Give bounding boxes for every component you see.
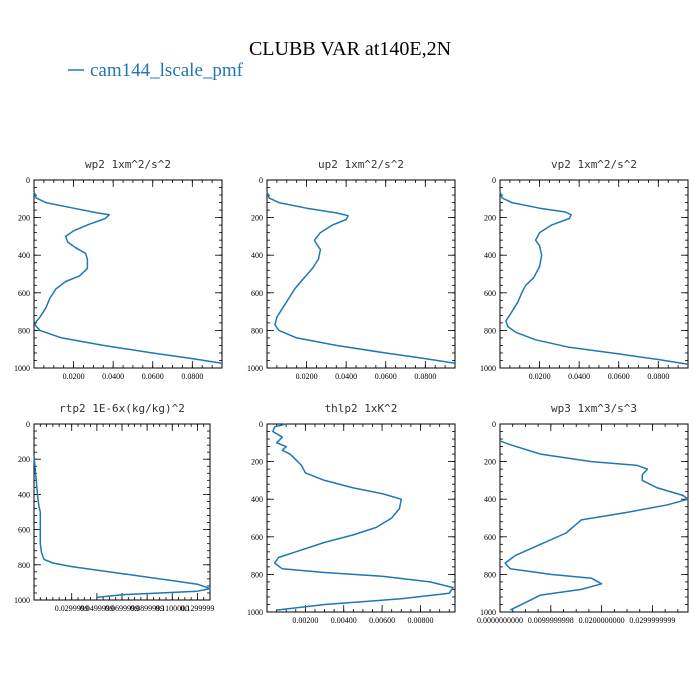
y-tick-label: 800 (251, 570, 263, 579)
x-tick-label: 0.0200 (296, 372, 318, 381)
x-tick-label: 0.1299999 (180, 604, 214, 613)
x-tick-label: 0.0099999998 (528, 616, 574, 625)
subplot-4: rtp2 1E-6x(kg/kg)^2 0 200 400 600 800 1000 0.02… (14, 402, 214, 613)
subplot-2: up2 1xm^2/s^2 0 200 400 600 800 1000 0.0200 0.04… (247, 158, 456, 381)
x-tick-label: 0.0600 (375, 372, 397, 381)
y-tick-label: 0 (259, 176, 263, 185)
x-tick-label: 0.0400 (102, 372, 124, 381)
y-tick-label: 400 (484, 251, 496, 260)
y-tick-label: 600 (18, 289, 30, 298)
subplot-6: wp3 1xm^3/s^3 0 200 400 600 800 10000.00000000… (477, 402, 689, 625)
y-tick-label: 1000 (480, 608, 496, 617)
y-tick-label: 600 (251, 533, 263, 542)
y-tick-label: 400 (484, 495, 496, 504)
x-tick-label: 0.0000000000 (477, 616, 523, 625)
y-tick-label: 800 (484, 326, 496, 335)
x-tick-label: 0.00800 (407, 616, 433, 625)
series-line-cam144_lscale_pmf (266, 191, 456, 365)
y-tick-label: 0 (26, 176, 30, 185)
series-line-cam144_lscale_pmf (272, 423, 454, 611)
y-tick-label: 200 (251, 458, 263, 467)
x-tick-label: 0.0699999 (105, 604, 139, 613)
y-tick-label: 400 (18, 251, 30, 260)
subplot-1: wp2 1xm^2/s^2 0 200 400 600 800 1000 0.0200 0.04… (14, 158, 223, 381)
axes-frame (266, 423, 456, 613)
figure-title: CLUBB VAR at140E,2N (249, 38, 451, 60)
series-line-cam144_lscale_pmf (33, 191, 223, 365)
x-tick-label: 0.0600 (142, 372, 164, 381)
series-line-cam144_lscale_pmf (499, 191, 689, 365)
y-tick-label: 1000 (14, 596, 30, 605)
y-tick-label: 400 (251, 251, 263, 260)
x-tick-label: 0.0800 (181, 372, 203, 381)
y-tick-label: 200 (18, 214, 30, 223)
y-tick-label: 200 (484, 458, 496, 467)
series-line-cam144_lscale_pmf (499, 440, 689, 611)
subplot-5: thlp2 1xK^2 0 200 400 600 800 1000 0.00200 0.004… (247, 402, 456, 625)
subplot-title: up2 1xm^2/s^2 (318, 158, 404, 171)
y-tick-label: 200 (484, 214, 496, 223)
x-tick-label: 0.0400 (335, 372, 357, 381)
x-tick-label: 0.0299999999 (629, 616, 675, 625)
y-tick-label: 800 (18, 326, 30, 335)
subplot-title: wp2 1xm^2/s^2 (85, 158, 171, 171)
y-tick-label: 0 (492, 176, 496, 185)
axes-frame (499, 179, 689, 369)
y-tick-label: 0 (26, 420, 30, 429)
x-tick-label: 0.0899999 (130, 604, 164, 613)
legend-label: cam144_lscale_pmf (90, 60, 244, 81)
x-tick-label: 0.0200 (63, 372, 85, 381)
axes-frame (499, 423, 689, 613)
y-tick-label: 0 (259, 420, 263, 429)
y-tick-label: 1000 (480, 364, 496, 373)
x-tick-label: 0.1100000 (155, 604, 189, 613)
x-tick-label: 0.0400 (568, 372, 590, 381)
y-tick-label: 600 (484, 533, 496, 542)
x-tick-label: 0.00400 (331, 616, 357, 625)
x-tick-label: 0.00200 (292, 616, 318, 625)
subplot-grid: wp2 1xm^2/s^2 0 200 400 600 800 1000 0.0200 0.04… (14, 158, 689, 625)
axes-frame (266, 179, 456, 369)
y-tick-label: 1000 (247, 364, 263, 373)
series-line-cam144_lscale_pmf (33, 455, 211, 599)
subplot-3: vp2 1xm^2/s^2 0 200 400 600 800 1000 0.0200 0.04… (480, 158, 689, 381)
y-tick-label: 800 (251, 326, 263, 335)
y-tick-label: 400 (251, 495, 263, 504)
legend: cam144_lscale_pmf (68, 60, 244, 81)
subplot-title: thlp2 1xK^2 (325, 402, 398, 415)
subplot-title: rtp2 1E-6x(kg/kg)^2 (59, 402, 185, 415)
axes-frame (33, 179, 223, 369)
x-tick-label: 0.00600 (369, 616, 395, 625)
y-tick-label: 200 (18, 455, 30, 464)
y-tick-label: 800 (18, 561, 30, 570)
y-tick-label: 600 (484, 289, 496, 298)
x-tick-label: 0.0600 (608, 372, 630, 381)
x-tick-label: 0.0200 (529, 372, 551, 381)
x-tick-label: 0.0499999 (80, 604, 114, 613)
y-tick-label: 600 (251, 289, 263, 298)
y-tick-label: 400 (18, 490, 30, 499)
y-tick-label: 1000 (247, 608, 263, 617)
x-tick-label: 0.0800 (414, 372, 436, 381)
y-tick-label: 600 (18, 526, 30, 535)
y-tick-label: 0 (492, 420, 496, 429)
y-tick-label: 800 (484, 570, 496, 579)
y-tick-label: 1000 (14, 364, 30, 373)
subplot-title: wp3 1xm^3/s^3 (551, 402, 637, 415)
x-tick-label: 0.0200000000 (579, 616, 625, 625)
subplot-title: vp2 1xm^2/s^2 (551, 158, 637, 171)
y-tick-label: 200 (251, 214, 263, 223)
x-tick-label: 0.0299999 (55, 604, 89, 613)
x-tick-label: 0.0800 (647, 372, 669, 381)
